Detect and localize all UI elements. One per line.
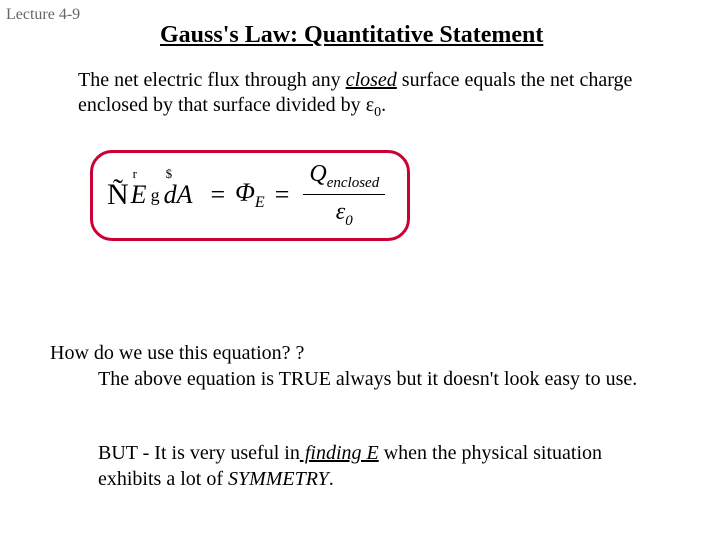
but-block: BUT - It is very useful in finding E whe…: [98, 440, 658, 492]
fraction-bot: ε0: [336, 195, 353, 230]
dot-op: g: [151, 185, 160, 206]
question-line2: The above equation is TRUE always but it…: [98, 366, 670, 392]
equation-box: Ñ r E g $ dA = ΦE = Qenclosed: [90, 150, 410, 241]
e-arrow: r: [133, 166, 136, 182]
equals-2: =: [275, 180, 290, 210]
enclosed-sub: enclosed: [327, 175, 379, 191]
q-letter: Q: [309, 161, 326, 187]
phi-symbol: Φ: [235, 178, 255, 207]
symmetry-word: SYMMETRY: [228, 468, 329, 490]
equation-container: Ñ r E g $ dA = ΦE = Qenclosed: [90, 150, 410, 241]
lecture-label: Lecture 4-9: [6, 6, 80, 24]
question-block: How do we use this equation? ? The above…: [50, 340, 670, 392]
statement-post2: .: [381, 94, 386, 116]
integral-symbol: Ñ: [107, 180, 129, 210]
question-line1: How do we use this equation? ?: [50, 340, 670, 366]
integral-part: Ñ r E g $ dA: [107, 180, 192, 210]
phi-e: ΦE: [235, 178, 265, 212]
phi-sub: E: [255, 194, 265, 211]
fraction-top: Qenclosed: [303, 161, 385, 195]
gauss-equation: Ñ r E g $ dA = ΦE = Qenclosed: [107, 161, 385, 230]
da-text: dA: [164, 180, 193, 209]
e-letter: E: [131, 180, 147, 209]
eps-letter: ε: [336, 199, 345, 225]
da-vector: $ dA: [164, 180, 193, 210]
eps-zero: 0: [345, 213, 353, 229]
page-title: Gauss's Law: Quantitative Statement: [160, 22, 543, 49]
da-arrow: $: [166, 166, 172, 182]
e-vector: r E: [131, 180, 147, 210]
statement-text: The net electric flux through any closed…: [78, 68, 648, 122]
fraction: Qenclosed ε0: [303, 161, 385, 230]
but-post: .: [329, 468, 334, 490]
finding-e: finding E: [300, 442, 379, 464]
closed-word: closed: [346, 69, 397, 91]
epsilon: ε: [366, 94, 374, 116]
but-pre: BUT - It is very useful in: [98, 442, 300, 464]
equals-1: =: [210, 180, 225, 210]
statement-pre: The net electric flux through any: [78, 69, 346, 91]
